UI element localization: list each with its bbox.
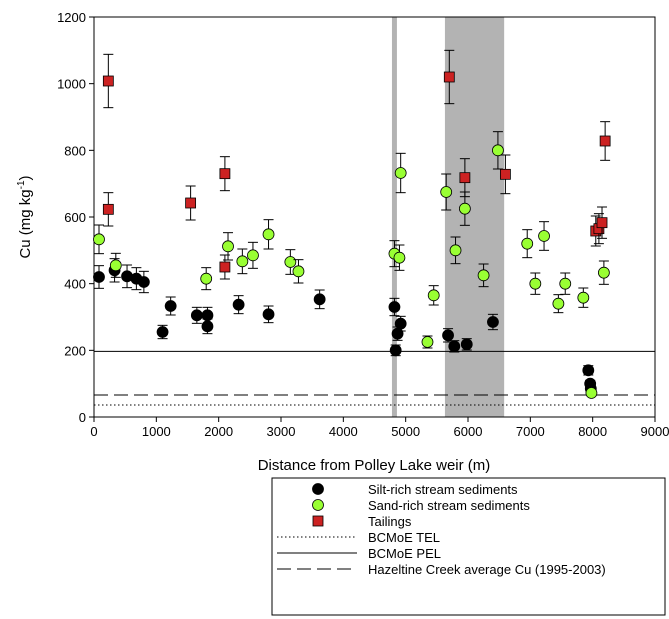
circle-marker (109, 259, 122, 272)
plot-frame (93, 16, 656, 418)
circle-marker (393, 251, 406, 264)
circle-marker (222, 240, 234, 253)
legend-label: BCMoE PEL (368, 546, 441, 561)
x-tick-label: 7000 (516, 424, 545, 439)
circle-marker (460, 338, 473, 351)
circle-marker (312, 499, 324, 511)
circle-marker (440, 186, 453, 198)
circle-marker (394, 167, 407, 179)
square-marker (102, 203, 114, 215)
circle-marker (449, 244, 462, 257)
square-marker (499, 168, 511, 180)
y-tick-label: 400 (64, 277, 86, 292)
legend-label: Silt-rich stream sediments (368, 482, 518, 497)
legend-label: Tailings (368, 514, 412, 529)
circle-marker (164, 300, 177, 312)
x-tick-label: 9000 (641, 424, 669, 439)
y-tick-label: 1000 (57, 77, 86, 92)
y-tick-label: 1200 (57, 10, 86, 25)
square-marker (596, 217, 608, 229)
y-tick-label: 800 (64, 143, 86, 158)
circle-marker (521, 237, 534, 250)
y-label-sup: -1 (16, 180, 27, 189)
circle-marker (190, 309, 203, 322)
x-tick-label: 2000 (204, 424, 233, 439)
legend-box (271, 477, 666, 616)
square-marker (459, 172, 471, 184)
circle-marker (477, 269, 490, 282)
circle-marker (442, 329, 454, 342)
square-marker (219, 261, 231, 273)
x-tick-label: 8000 (578, 424, 607, 439)
square-marker (443, 71, 455, 83)
y-tick-label: 200 (64, 343, 86, 358)
circle-marker (247, 249, 259, 262)
circle-marker (389, 344, 402, 357)
x-tick-label: 5000 (391, 424, 420, 439)
circle-marker (236, 255, 249, 268)
y-axis-label: Cu (mg kg-1) (16, 175, 34, 258)
x-tick-label: 6000 (454, 424, 483, 439)
circle-marker (137, 276, 150, 288)
legend-label: BCMoE TEL (368, 530, 440, 545)
circle-marker (93, 233, 105, 246)
circle-marker (577, 291, 590, 304)
circle-marker (529, 277, 542, 290)
circle-marker (582, 364, 595, 377)
circle-marker (538, 230, 550, 242)
square-marker (102, 75, 114, 87)
circle-marker (391, 327, 404, 340)
circle-marker (597, 266, 610, 279)
y-tick-label: 600 (64, 210, 86, 225)
y-label-suffix: ) (17, 175, 34, 180)
circle-marker (284, 256, 297, 268)
circle-marker (552, 297, 565, 310)
legend-label: Hazeltine Creek average Cu (1995-2003) (368, 562, 606, 577)
circle-marker (200, 272, 213, 285)
circle-marker (156, 326, 169, 338)
x-tick-label: 4000 (329, 424, 358, 439)
square-marker (185, 197, 197, 209)
square-marker (599, 135, 611, 147)
circle-marker (232, 298, 245, 311)
circle-marker (262, 228, 275, 241)
circle-marker (312, 483, 324, 495)
circle-marker (394, 317, 407, 330)
x-tick-label: 0 (90, 424, 97, 439)
circle-marker (292, 265, 305, 278)
circle-marker (559, 277, 572, 290)
circle-marker (585, 387, 598, 399)
circle-marker (93, 271, 105, 283)
x-axis-label: Distance from Polley Lake weir (m) (258, 457, 491, 474)
x-tick-label: 3000 (267, 424, 296, 439)
y-tick-label: 0 (79, 410, 86, 425)
legend-label: Sand-rich stream sediments (368, 498, 530, 513)
circle-marker (492, 144, 504, 157)
shaded-region (391, 17, 397, 417)
circle-marker (313, 293, 326, 306)
circle-marker (421, 336, 434, 348)
circle-marker (487, 316, 499, 328)
circle-marker (262, 308, 275, 321)
circle-marker (427, 289, 440, 302)
circle-marker (458, 202, 471, 215)
x-tick-label: 1000 (142, 424, 171, 439)
y-label-text: Cu (mg kg (17, 189, 34, 258)
square-marker (312, 515, 324, 527)
square-marker (219, 168, 231, 180)
circle-marker (388, 301, 401, 313)
circle-marker (201, 320, 214, 333)
circle-marker (448, 340, 461, 353)
